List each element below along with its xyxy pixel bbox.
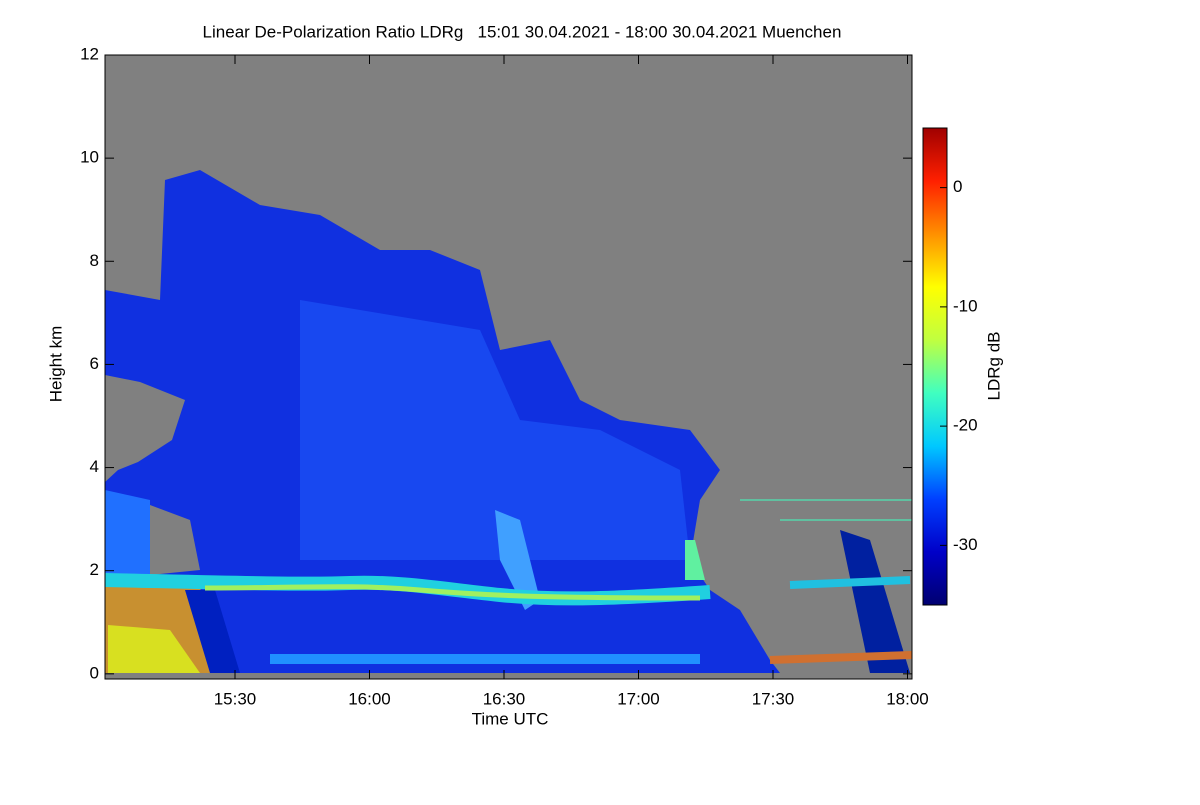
y-tick-label: 8 [90,251,99,270]
x-axis-label: Time UTC [472,709,549,728]
colorbar-tick-label: -10 [953,296,978,315]
y-tick-label: 4 [90,457,99,476]
colorbar-label: LDRg dB [984,332,1003,401]
y-tick-label: 0 [90,663,99,682]
colorbar-tick-label: -20 [953,416,978,435]
x-tick-label: 16:00 [348,689,391,708]
y-tick-label: 12 [80,44,99,63]
x-tick-label: 16:30 [483,689,526,708]
y-tick-label: 10 [80,148,99,167]
x-tick-label: 18:00 [886,689,929,708]
colorbar [922,127,948,606]
plot-frame [104,54,913,680]
y-tick-label: 6 [90,354,99,373]
colorbar-tick-label: 0 [953,177,962,196]
x-tick-label: 17:00 [617,689,660,708]
colorbar-tick-label: -30 [953,535,978,554]
x-tick-label: 15:30 [214,689,257,708]
y-axis-label: Height km [46,326,65,403]
y-tick-label: 2 [90,560,99,579]
x-tick-label: 17:30 [752,689,795,708]
field [104,170,913,673]
chart-title: Linear De-Polarization Ratio LDRg 15:01 … [203,22,842,41]
